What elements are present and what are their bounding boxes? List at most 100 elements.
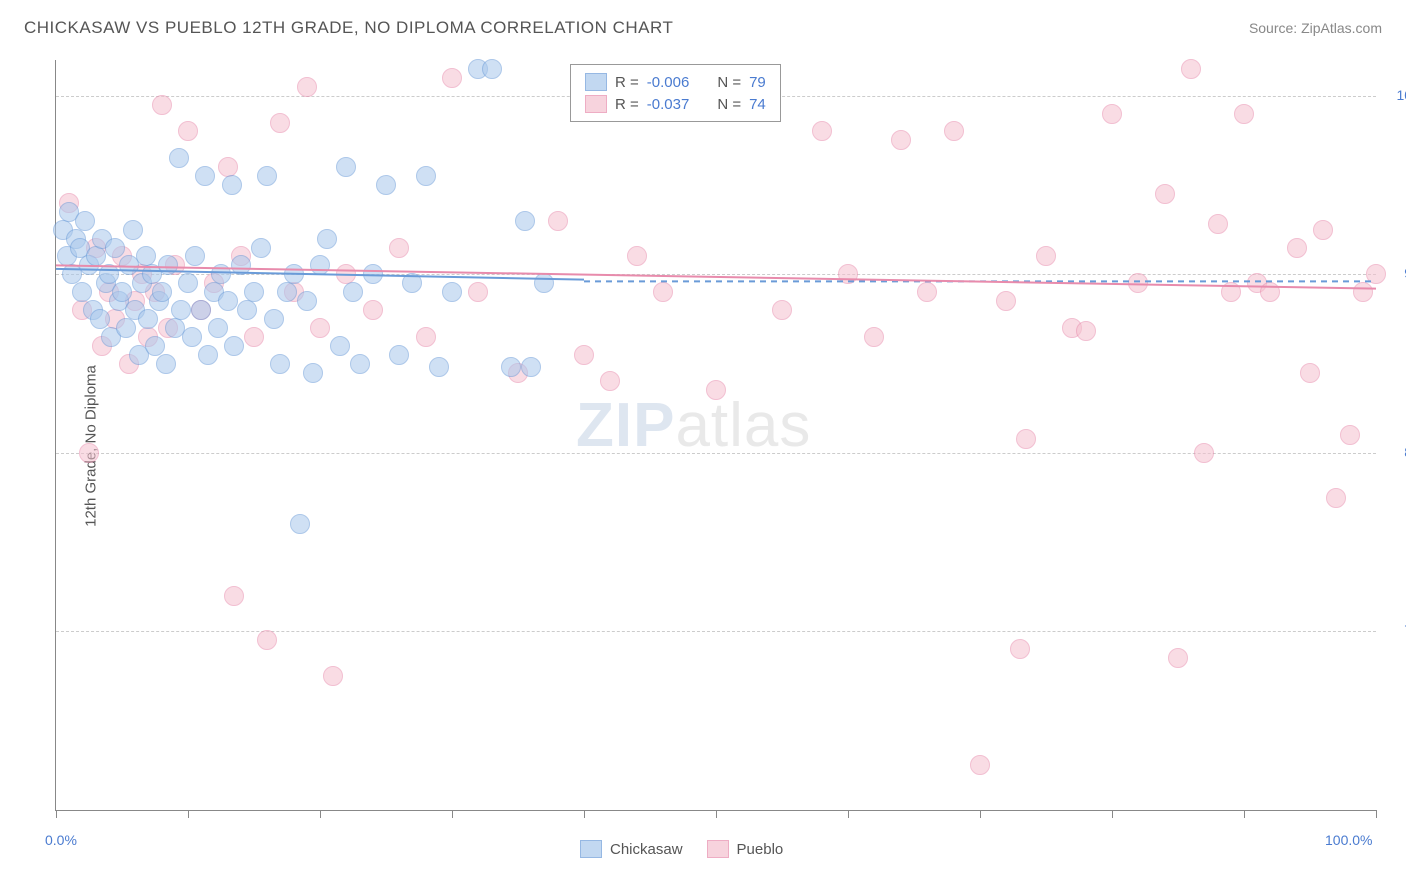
pueblo-point	[1340, 425, 1360, 445]
pueblo-point	[468, 282, 488, 302]
chickasaw-point	[376, 175, 396, 195]
chickasaw-point	[515, 211, 535, 231]
chickasaw-point	[169, 148, 189, 168]
chickasaw-point	[86, 246, 106, 266]
y-tick-label: 100.0%	[1384, 87, 1406, 103]
pueblo-point	[917, 282, 937, 302]
pueblo-point	[653, 282, 673, 302]
chickasaw-swatch	[580, 840, 602, 858]
chickasaw-point	[244, 282, 264, 302]
chickasaw-point	[534, 273, 554, 293]
chickasaw-point	[90, 309, 110, 329]
pueblo-point	[996, 291, 1016, 311]
chickasaw-point	[336, 157, 356, 177]
pueblo-point	[270, 113, 290, 133]
chickasaw-point	[116, 318, 136, 338]
chickasaw-point	[198, 345, 218, 365]
chickasaw-point	[277, 282, 297, 302]
chickasaw-point	[350, 354, 370, 374]
x-tick	[320, 810, 321, 818]
watermark: ZIPatlas	[576, 390, 811, 461]
chickasaw-point	[105, 238, 125, 258]
pueblo-point	[218, 157, 238, 177]
chickasaw-point	[178, 273, 198, 293]
chickasaw-point	[501, 357, 521, 377]
gridline	[56, 453, 1376, 454]
chickasaw-point	[218, 291, 238, 311]
chickasaw-point	[222, 175, 242, 195]
chickasaw-point	[123, 220, 143, 240]
chickasaw-point	[303, 363, 323, 383]
pueblo-point	[363, 300, 383, 320]
x-tick-label: 100.0%	[1325, 832, 1372, 848]
legend-row-pueblo: R =-0.037N =74	[585, 93, 766, 115]
pueblo-point	[1208, 214, 1228, 234]
chickasaw-point	[145, 336, 165, 356]
watermark-atlas: atlas	[675, 391, 811, 460]
chickasaw-point	[156, 354, 176, 374]
y-tick-label: 90.0%	[1384, 265, 1406, 281]
chickasaw-point	[442, 282, 462, 302]
chickasaw-point	[343, 282, 363, 302]
r-value: -0.037	[647, 96, 690, 113]
correlation-legend: R =-0.006N =79R =-0.037N =74	[570, 64, 781, 122]
n-value: 79	[749, 74, 766, 91]
x-tick	[452, 810, 453, 818]
source-label: Source: ZipAtlas.com	[1249, 20, 1382, 36]
chickasaw-point	[75, 211, 95, 231]
gridline	[56, 274, 1376, 275]
watermark-zip: ZIP	[576, 391, 675, 460]
pueblo-point	[389, 238, 409, 258]
chickasaw-point	[185, 246, 205, 266]
chickasaw-point	[211, 264, 231, 284]
legend-row-chickasaw: R =-0.006N =79	[585, 71, 766, 93]
pueblo-point	[1194, 443, 1214, 463]
legend-item-pueblo: Pueblo	[707, 840, 784, 858]
pueblo-point	[79, 443, 99, 463]
chart-container: CHICKASAW VS PUEBLO 12TH GRADE, NO DIPLO…	[0, 0, 1406, 892]
chickasaw-point	[482, 59, 502, 79]
chickasaw-point	[112, 282, 132, 302]
pueblo-point	[1326, 488, 1346, 508]
chickasaw-point	[99, 264, 119, 284]
chickasaw-point	[158, 255, 178, 275]
gridline	[56, 631, 1376, 632]
pueblo-point	[706, 380, 726, 400]
pueblo-point	[627, 246, 647, 266]
pueblo-point	[838, 264, 858, 284]
pueblo-swatch	[585, 95, 607, 113]
pueblo-point	[970, 755, 990, 775]
legend-item-chickasaw: Chickasaw	[580, 840, 683, 858]
chickasaw-point	[270, 354, 290, 374]
r-label: R =	[615, 74, 639, 91]
pueblo-point	[1036, 246, 1056, 266]
trendlines-svg	[56, 60, 1376, 810]
chickasaw-point	[231, 255, 251, 275]
chickasaw-point	[152, 282, 172, 302]
chickasaw-point	[208, 318, 228, 338]
pueblo-point	[442, 68, 462, 88]
pueblo-point	[574, 345, 594, 365]
x-tick-label: 0.0%	[45, 832, 77, 848]
pueblo-point	[1155, 184, 1175, 204]
y-tick-label: 80.0%	[1384, 444, 1406, 460]
chart-title: CHICKASAW VS PUEBLO 12TH GRADE, NO DIPLO…	[24, 18, 673, 38]
x-tick	[848, 810, 849, 818]
pueblo-point	[772, 300, 792, 320]
x-tick	[1376, 810, 1377, 818]
chickasaw-point	[237, 300, 257, 320]
x-tick	[716, 810, 717, 818]
chickasaw-point	[317, 229, 337, 249]
pueblo-point	[1016, 429, 1036, 449]
x-tick	[1244, 810, 1245, 818]
plot-area: ZIPatlas 70.0%80.0%90.0%100.0%	[55, 60, 1376, 811]
pueblo-point	[416, 327, 436, 347]
series-legend: Chickasaw Pueblo	[580, 840, 783, 858]
title-bar: CHICKASAW VS PUEBLO 12TH GRADE, NO DIPLO…	[24, 18, 1382, 38]
chickasaw-point	[290, 514, 310, 534]
r-value: -0.006	[647, 74, 690, 91]
chickasaw-point	[191, 300, 211, 320]
n-label: N =	[717, 96, 741, 113]
pueblo-point	[1353, 282, 1373, 302]
pueblo-point	[600, 371, 620, 391]
